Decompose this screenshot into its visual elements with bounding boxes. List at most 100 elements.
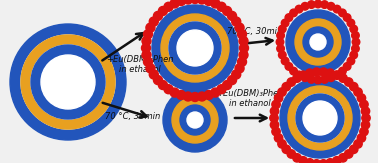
Circle shape [169,22,221,74]
Circle shape [360,127,368,136]
Circle shape [270,121,279,129]
Circle shape [339,154,347,162]
Circle shape [339,74,347,82]
Circle shape [347,57,355,65]
Circle shape [232,17,241,26]
Circle shape [310,34,326,50]
Circle shape [326,159,335,163]
Circle shape [158,81,167,89]
Circle shape [21,35,115,129]
Circle shape [278,140,286,148]
Circle shape [333,71,341,79]
Circle shape [339,67,346,75]
Circle shape [170,0,179,8]
Circle shape [153,11,163,20]
Circle shape [211,0,220,8]
Circle shape [282,145,290,154]
Circle shape [295,5,303,13]
Circle shape [288,86,352,150]
Circle shape [295,19,341,65]
Circle shape [204,90,213,100]
Circle shape [319,68,328,76]
Circle shape [326,69,335,77]
Circle shape [278,88,286,96]
Circle shape [149,70,158,79]
Circle shape [357,134,366,142]
Circle shape [277,32,284,39]
Circle shape [279,51,286,59]
Circle shape [312,160,321,163]
Circle shape [295,71,303,79]
Circle shape [272,127,280,136]
Circle shape [362,114,370,122]
Circle shape [228,76,237,85]
Circle shape [303,101,337,135]
Circle shape [299,71,307,79]
Circle shape [276,38,284,46]
Circle shape [232,70,241,79]
Circle shape [184,0,192,4]
Circle shape [305,69,314,77]
Circle shape [286,10,350,74]
Circle shape [228,11,237,20]
Text: 70 °C, 30min: 70 °C, 30min [105,112,160,121]
Circle shape [290,9,297,17]
Text: 70 °C, 30min: 70 °C, 30min [228,27,283,36]
Circle shape [354,140,362,148]
Circle shape [153,76,163,85]
Circle shape [350,25,358,33]
Circle shape [299,157,307,163]
Circle shape [293,154,301,162]
Circle shape [235,23,244,32]
Circle shape [204,0,213,6]
Circle shape [333,71,341,79]
Circle shape [146,23,155,32]
Circle shape [141,44,150,52]
Circle shape [191,92,200,102]
Circle shape [352,45,359,52]
Circle shape [360,100,368,109]
Circle shape [290,67,297,75]
Circle shape [169,22,221,74]
Circle shape [164,85,173,94]
Circle shape [237,57,246,66]
Circle shape [350,145,358,154]
Circle shape [187,112,203,128]
Circle shape [170,88,179,97]
Circle shape [197,92,206,101]
Circle shape [352,32,359,39]
Circle shape [239,51,248,59]
Circle shape [339,9,346,17]
Circle shape [285,63,293,70]
Circle shape [327,74,335,82]
Circle shape [333,5,341,13]
Circle shape [177,30,213,66]
Circle shape [217,85,226,94]
Circle shape [237,30,246,39]
Circle shape [282,82,290,91]
Circle shape [303,27,333,57]
Circle shape [314,76,322,84]
Circle shape [296,94,344,142]
Circle shape [333,157,341,163]
Circle shape [327,2,335,10]
Circle shape [354,88,362,96]
Circle shape [272,100,280,109]
Circle shape [180,105,210,135]
Text: +Eu(DBM)₃Phen
in ethanol: +Eu(DBM)₃Phen in ethanol [216,89,284,108]
Text: +Eu(DBM)₃Phen
in ethanol: +Eu(DBM)₃Phen in ethanol [106,55,174,74]
Circle shape [10,24,126,140]
Circle shape [321,76,328,83]
Circle shape [361,121,370,129]
Circle shape [191,0,200,3]
Circle shape [305,159,314,163]
Circle shape [144,57,152,66]
Circle shape [197,0,206,4]
Circle shape [293,74,301,82]
Circle shape [301,74,309,82]
Circle shape [217,2,226,11]
Circle shape [301,2,309,10]
Circle shape [164,2,173,11]
Circle shape [308,1,315,8]
Circle shape [270,107,279,115]
